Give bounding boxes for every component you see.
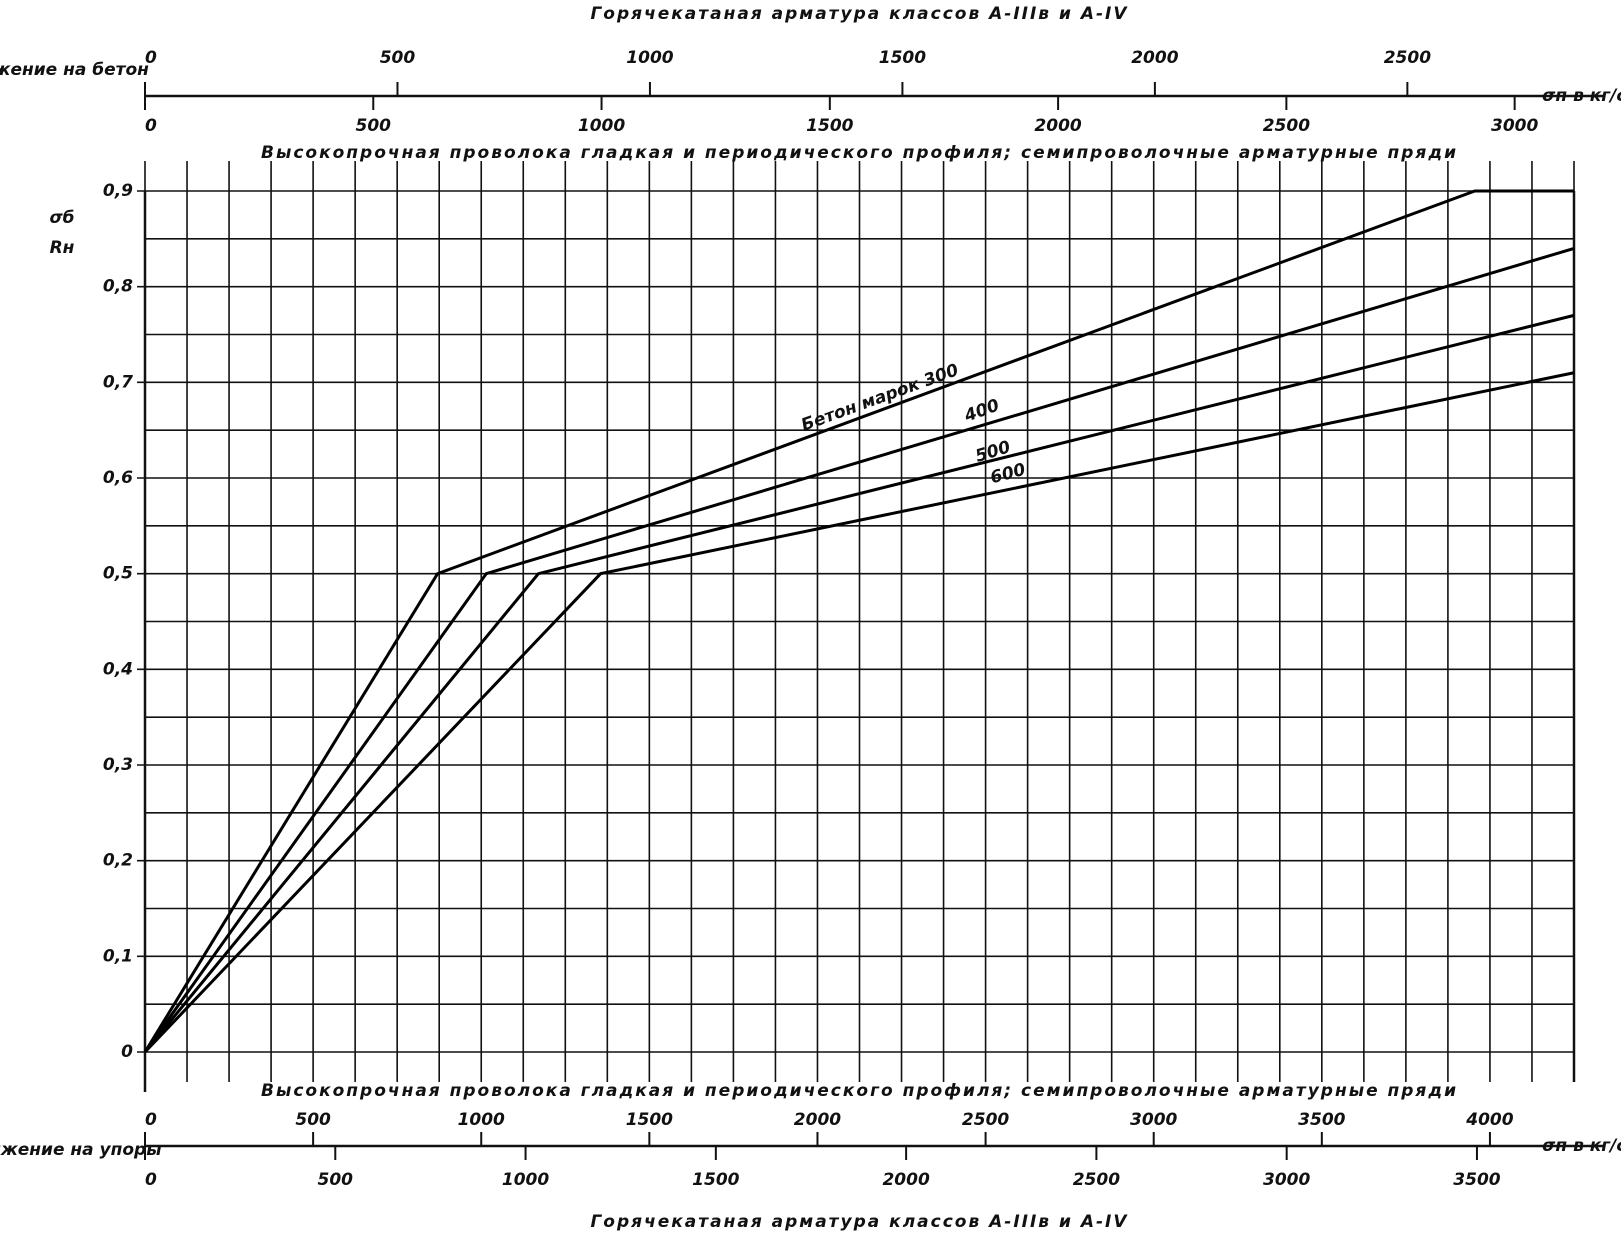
x-tick-label: 1500 <box>879 48 926 68</box>
y-tick-label: 0,3 <box>103 755 133 775</box>
series-line <box>143 371 1575 1054</box>
series-line <box>143 313 1575 1053</box>
x-tick-label: 1000 <box>458 1110 505 1130</box>
x-tick-label: 0 <box>145 116 157 136</box>
y-tick-label: 0,1 <box>103 946 133 966</box>
y-tick-label: 0,8 <box>103 277 133 297</box>
x-tick-label: 1500 <box>806 116 853 136</box>
x-tick-label: 2000 <box>882 1170 929 1190</box>
x-tick-label: 2500 <box>1263 116 1310 136</box>
x-tick-label: 2500 <box>962 1110 1009 1130</box>
x-tick-label: 2000 <box>1131 48 1178 68</box>
x-tick-label: 3000 <box>1263 1170 1310 1190</box>
x-tick-label: 1000 <box>502 1170 549 1190</box>
x-tick-label: 2500 <box>1384 48 1431 68</box>
top-axis-label: Натяжение на бетон <box>0 60 149 80</box>
x-tick-label: 500 <box>356 116 392 136</box>
x-tick-label: 3000 <box>1491 116 1538 136</box>
x-tick-label: 0 <box>145 48 157 68</box>
series-line <box>143 189 1574 1053</box>
y-tick-label: 0,5 <box>103 564 133 584</box>
y-tick-label: 0,6 <box>103 468 133 488</box>
x-tick-label: 1000 <box>626 48 673 68</box>
x-tick-label: 0 <box>145 1110 157 1130</box>
y-tick-label: 0,4 <box>103 659 133 679</box>
x-tick-label: 500 <box>318 1170 354 1190</box>
series-line <box>143 246 1575 1053</box>
y-tick-label: 0,2 <box>103 851 133 871</box>
x-tick-label: 3500 <box>1453 1170 1500 1190</box>
y-axis-label: Rн <box>50 238 75 258</box>
x-tick-label: 2500 <box>1073 1170 1120 1190</box>
axis-title: Высокопрочная проволока гладкая и период… <box>261 1081 1458 1101</box>
x-tick-label: 3000 <box>1130 1110 1177 1130</box>
x-tick-label: 2000 <box>1034 116 1081 136</box>
x-tick-label: 4000 <box>1465 1110 1513 1130</box>
x-tick-label: 1000 <box>578 116 625 136</box>
x-tick-label: 500 <box>295 1110 331 1130</box>
y-tick-label: 0 <box>121 1042 133 1062</box>
axis-title: Высокопрочная проволока гладкая и период… <box>261 143 1458 163</box>
x-tick-label: 2000 <box>794 1110 841 1130</box>
y-axis-label: σб <box>49 208 74 228</box>
axis-title: Горячекатаная арматура классов А-IIIв и … <box>590 1212 1128 1232</box>
y-tick-label: 0,7 <box>103 372 133 392</box>
x-tick-label: 500 <box>380 48 416 68</box>
bottom-axis-label: Натяжение на упоры <box>0 1140 162 1160</box>
x-tick-label: 3500 <box>1298 1110 1345 1130</box>
x-tick-label: 1500 <box>692 1170 739 1190</box>
x-tick-label: 0 <box>145 1170 157 1190</box>
x-tick-label: 1500 <box>626 1110 673 1130</box>
axis-title: Горячекатаная арматура классов А-IIIв и … <box>590 4 1128 24</box>
y-tick-label: 0,9 <box>103 181 133 201</box>
